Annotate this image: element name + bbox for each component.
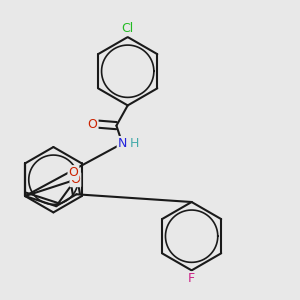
Text: H: H: [130, 137, 139, 150]
Text: N: N: [118, 137, 127, 150]
Text: O: O: [88, 118, 98, 130]
Text: O: O: [70, 173, 80, 186]
Text: F: F: [188, 272, 195, 285]
Text: Cl: Cl: [122, 22, 134, 35]
Text: O: O: [68, 166, 78, 179]
